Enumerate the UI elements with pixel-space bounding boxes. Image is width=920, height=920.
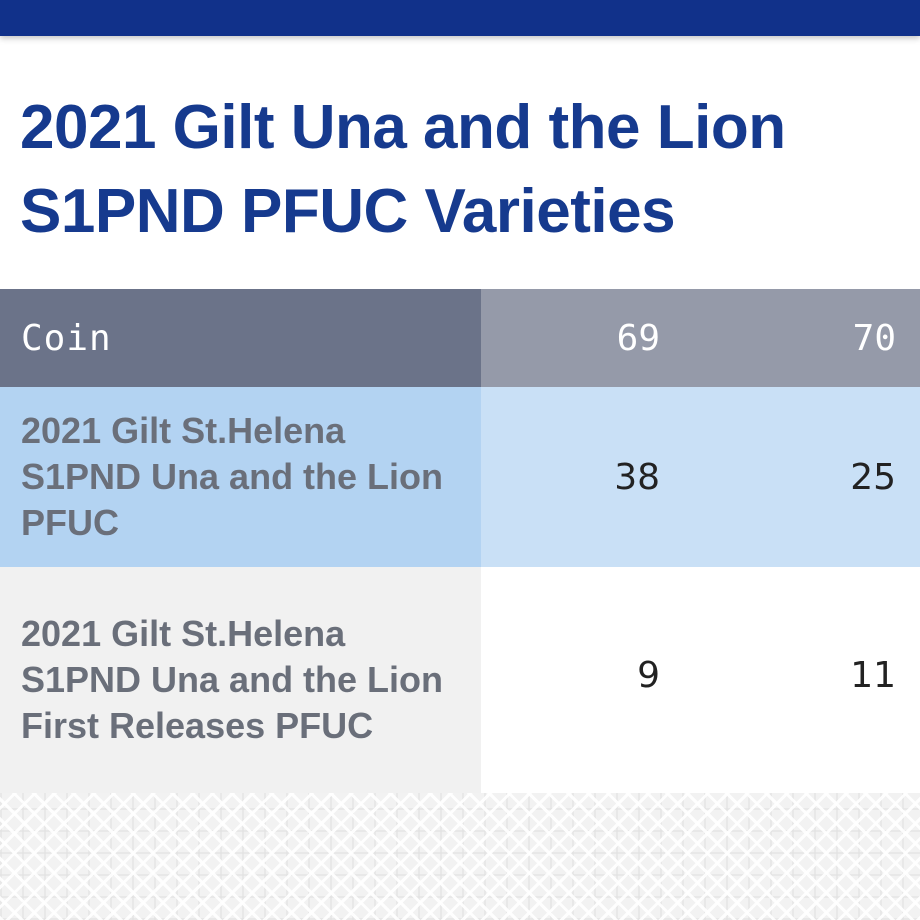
table-row[interactable]: 2021 Gilt St.Helena S1PND Una and the Li… [0, 567, 920, 793]
column-header-grades: 69 70 [481, 289, 920, 387]
varieties-table: Coin 69 70 2021 Gilt St.Helena S1PND Una… [0, 289, 920, 793]
population-cells: 38 25 [481, 387, 920, 567]
population-cells: 9 11 [481, 567, 920, 793]
table-row[interactable]: 2021 Gilt St.Helena S1PND Una and the Li… [0, 387, 920, 567]
grade-69-count: 38 [614, 456, 660, 498]
column-header-70[interactable]: 70 [852, 317, 896, 359]
top-nav-bar [0, 0, 920, 36]
table-header-row: Coin 69 70 [0, 289, 920, 387]
title-area: 2021 Gilt Una and the Lion S1PND PFUC Va… [0, 36, 920, 289]
column-header-coin[interactable]: Coin [0, 289, 481, 387]
coin-cell: 2021 Gilt St.Helena S1PND Una and the Li… [0, 387, 481, 567]
page-title: 2021 Gilt Una and the Lion S1PND PFUC Va… [20, 93, 786, 246]
coin-name[interactable]: 2021 Gilt St.Helena S1PND Una and the Li… [21, 410, 444, 543]
grade-69-count: 9 [637, 655, 660, 696]
grade-70-count: 25 [850, 456, 896, 498]
decorative-pattern-background [0, 793, 920, 920]
column-header-69[interactable]: 69 [616, 317, 660, 359]
coin-cell: 2021 Gilt St.Helena S1PND Una and the Li… [0, 567, 481, 793]
coin-name[interactable]: 2021 Gilt St.Helena S1PND Una and the Li… [21, 613, 444, 746]
grade-70-count: 11 [850, 655, 896, 696]
